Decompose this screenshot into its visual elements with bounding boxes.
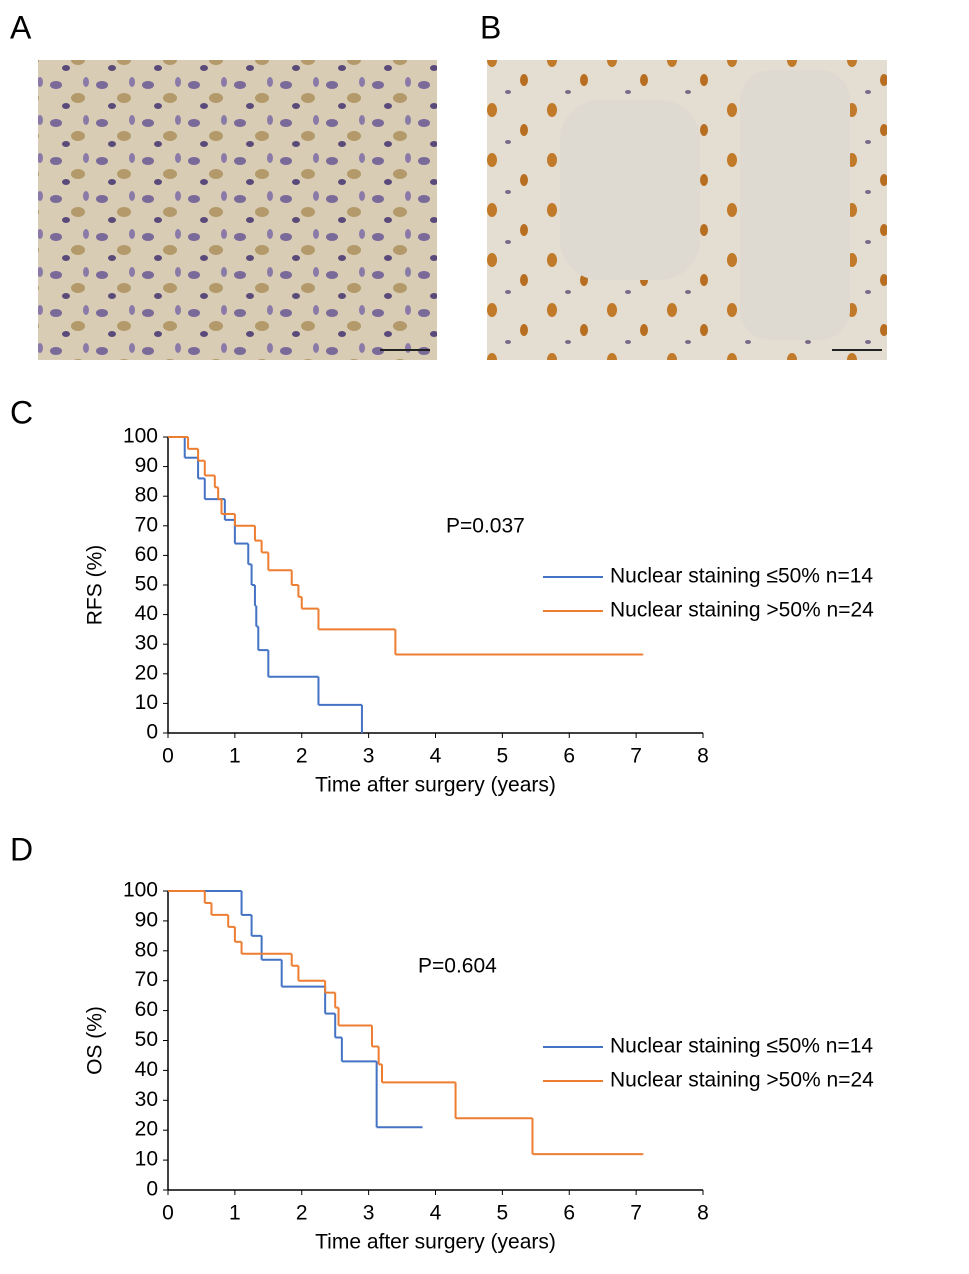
y-tick-label: 70 — [135, 513, 158, 536]
panel-label: B — [480, 9, 501, 45]
x-tick-label: 1 — [229, 745, 241, 768]
y-tick-label: 80 — [135, 484, 158, 507]
panel-label: C — [10, 394, 33, 430]
y-tick-label: 60 — [135, 998, 158, 1021]
x-axis-label: Time after surgery (years) — [315, 774, 556, 797]
x-tick-label: 1 — [229, 1202, 241, 1225]
y-tick-label: 60 — [135, 543, 158, 566]
y-tick-label: 0 — [146, 1178, 158, 1201]
y-tick-label: 30 — [135, 1088, 158, 1111]
y-axis-label: OS (%) — [84, 1006, 107, 1075]
x-tick-label: 6 — [563, 745, 575, 768]
panel-label: D — [10, 831, 33, 867]
legend-label: Nuclear staining ≤50% n=14 — [610, 565, 873, 588]
tissue-space — [740, 70, 850, 340]
y-tick-label: 40 — [135, 1058, 158, 1081]
y-tick-label: 90 — [135, 454, 158, 477]
y-tick-label: 10 — [135, 1148, 158, 1171]
x-tick-label: 5 — [497, 745, 509, 768]
y-tick-label: 90 — [135, 908, 158, 931]
legend-label: Nuclear staining >50% n=24 — [610, 1069, 874, 1092]
legend-label: Nuclear staining ≤50% n=14 — [610, 1035, 873, 1058]
tissue-space — [560, 100, 700, 280]
x-tick-label: 4 — [430, 745, 442, 768]
x-tick-label: 3 — [363, 745, 375, 768]
y-axis-label: RFS (%) — [84, 545, 107, 626]
x-tick-label: 2 — [296, 1202, 308, 1225]
y-tick-label: 30 — [135, 632, 158, 655]
x-tick-label: 0 — [162, 1202, 174, 1225]
y-tick-label: 50 — [135, 573, 158, 596]
y-tick-label: 100 — [123, 425, 158, 448]
x-tick-label: 3 — [363, 1202, 375, 1225]
y-tick-label: 0 — [146, 721, 158, 744]
y-tick-label: 20 — [135, 661, 158, 684]
x-tick-label: 5 — [497, 1202, 509, 1225]
annotation: P=0.037 — [446, 515, 525, 538]
x-tick-label: 0 — [162, 745, 174, 768]
x-tick-label: 8 — [697, 745, 709, 768]
y-tick-label: 50 — [135, 1028, 158, 1051]
x-tick-label: 7 — [630, 1202, 642, 1225]
x-axis-label: Time after surgery (years) — [315, 1231, 556, 1254]
x-tick-label: 8 — [697, 1202, 709, 1225]
y-tick-label: 80 — [135, 938, 158, 961]
y-tick-label: 10 — [135, 691, 158, 714]
micrograph — [38, 60, 437, 360]
y-tick-label: 70 — [135, 968, 158, 991]
annotation: P=0.604 — [418, 955, 497, 978]
y-tick-label: 40 — [135, 602, 158, 625]
x-tick-label: 7 — [630, 745, 642, 768]
legend-label: Nuclear staining >50% n=24 — [610, 599, 874, 622]
y-tick-label: 100 — [123, 879, 158, 902]
y-tick-label: 20 — [135, 1118, 158, 1141]
x-tick-label: 4 — [430, 1202, 442, 1225]
x-tick-label: 2 — [296, 745, 308, 768]
panel-label: A — [10, 9, 32, 45]
x-tick-label: 6 — [563, 1202, 575, 1225]
